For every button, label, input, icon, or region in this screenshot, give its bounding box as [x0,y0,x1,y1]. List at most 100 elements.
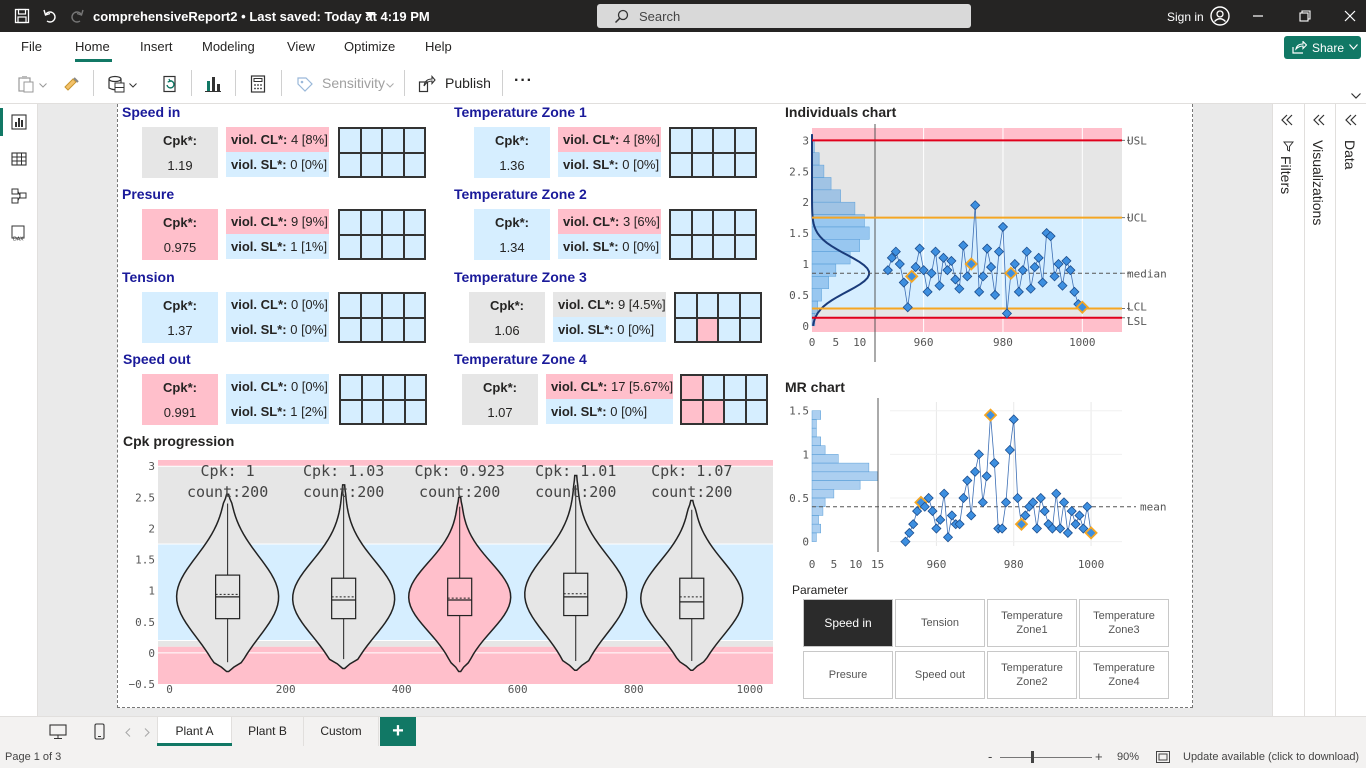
menu-file[interactable]: File [21,39,42,54]
toolbar-separator [404,70,405,96]
histogram-bar [811,515,819,525]
update-available-link[interactable]: Update available (click to download) [1183,751,1360,763]
parameter-button-presure[interactable]: Presure [803,651,893,699]
save-icon[interactable] [12,6,32,26]
parameter-button-temperature-zone1[interactable]: Temperature Zone1 [987,599,1077,647]
parameter-button-temperature-zone4[interactable]: Temperature Zone4 [1079,651,1169,699]
calculation-icon[interactable] [248,74,268,94]
restore-icon[interactable] [1297,8,1313,24]
cpk-box-speed-in: Cpk*: 1.19 [142,127,218,178]
report-view-icon[interactable] [9,112,29,132]
individuals-point [1021,246,1032,257]
zoom-in-button[interactable]: + [1095,749,1103,764]
zoom-slider-thumb[interactable] [1031,751,1035,763]
mr-point [1058,497,1070,508]
individuals-point [890,246,901,257]
mr-point [1031,523,1042,534]
redo-icon[interactable] [67,6,87,26]
viol-sl-value: 0 [0%] [610,404,648,419]
individuals-point [993,246,1005,257]
histogram-bar [811,480,861,490]
desktop-layout-icon[interactable] [48,722,68,742]
refresh-icon[interactable] [160,74,180,94]
add-page-button[interactable]: + [380,717,416,746]
mobile-layout-icon[interactable] [90,721,108,741]
paste-icon[interactable] [16,74,36,94]
parameter-button-temperature-zone3[interactable]: Temperature Zone3 [1079,599,1169,647]
dax-query-view-icon[interactable]: DAX [9,223,29,243]
filters-pane-label[interactable]: Filters [1278,156,1294,195]
histogram-bar [811,214,865,228]
histogram-bar [811,445,826,455]
viol-sl-value: 0 [0%] [617,322,655,337]
parameter-button-tension[interactable]: Tension [895,599,985,647]
mr-point [1062,527,1073,538]
page-tab-plant-a[interactable]: Plant A [157,717,232,746]
get-data-chevron-icon[interactable] [128,80,138,90]
paste-chevron-icon[interactable] [38,80,48,90]
publish-button[interactable]: Publish [445,75,491,91]
viol-sl-label: viol. SL*: [558,322,614,337]
limit-label-ucl: UCL [1127,212,1147,225]
format-painter-icon[interactable] [61,74,81,94]
account-icon[interactable] [1209,5,1231,27]
get-data-icon[interactable] [106,74,126,94]
sensitivity-chevron-icon[interactable] [385,80,395,90]
zoom-out-button[interactable]: - [988,749,993,764]
search-box[interactable]: Search [597,4,971,28]
publish-icon[interactable] [417,74,437,94]
expand-filters-icon[interactable] [1279,112,1295,128]
expand-data-icon[interactable] [1343,112,1359,128]
mr-point [1082,501,1093,512]
menu-view[interactable]: View [287,39,315,54]
mr-point [1074,510,1085,521]
undo-icon[interactable] [40,6,60,26]
more-options-button[interactable]: ··· [514,72,533,89]
title-dropdown-icon[interactable] [364,9,376,21]
individuals-point [1041,228,1052,239]
menu-help[interactable]: Help [425,39,452,54]
previous-page-icon[interactable] [122,726,134,738]
sign-in-link[interactable]: Sign in [1167,10,1204,24]
data-pane-label[interactable]: Data [1342,140,1358,170]
document-title[interactable]: comprehensiveReport2 • Last saved: Today… [93,9,430,24]
next-page-icon[interactable] [141,726,153,738]
individuals-point [1033,252,1044,263]
cpk-label: Cpk*: [163,215,197,230]
viol-sl-label: viol. SL*: [563,239,619,254]
new-visual-icon[interactable] [203,74,223,94]
table-view-icon[interactable] [9,149,29,169]
individuals-point [898,277,909,288]
card-title-tension: Tension [122,269,175,285]
menu-optimize[interactable]: Optimize [344,39,396,54]
visualizations-pane-label[interactable]: Visualizations [1310,140,1326,226]
menu-home[interactable]: Home [75,39,110,54]
parameter-button-speed-in[interactable]: Speed in [803,599,893,647]
y-tick-label: 1 [802,448,809,461]
page-tab-custom[interactable]: Custom [304,717,379,746]
minimize-icon[interactable] [1250,8,1266,24]
fit-to-page-icon[interactable] [1155,749,1171,765]
menu-insert[interactable]: Insert [140,39,173,54]
share-button[interactable]: Share [1284,36,1361,59]
expand-visualizations-icon[interactable] [1311,112,1327,128]
cpk-label: Cpk*: [163,380,197,395]
mr-point [1014,517,1029,531]
menu-modeling[interactable]: Modeling [202,39,255,54]
x-tick-label: 960 [926,558,946,570]
sensitivity-button[interactable]: Sensitivity [322,75,386,91]
parameter-button-temperature-zone2[interactable]: Temperature Zone2 [987,651,1077,699]
viol-sl-value: 0 [0%] [622,239,660,254]
svg-text:DAX: DAX [13,237,24,242]
sensitivity-icon[interactable] [295,74,315,94]
page-tab-plant-b[interactable]: Plant B [232,717,304,746]
individuals-point [1009,258,1020,270]
collapse-ribbon-icon[interactable] [1350,90,1362,102]
model-view-icon[interactable] [9,186,29,206]
zoom-slider-track[interactable] [1000,757,1092,758]
close-icon[interactable] [1342,8,1358,24]
toolbar-separator [93,70,94,96]
violin-cpk-label: Cpk: 1 [201,462,255,480]
parameter-button-speed-out[interactable]: Speed out [895,651,985,699]
zoom-level: 90% [1117,751,1140,763]
